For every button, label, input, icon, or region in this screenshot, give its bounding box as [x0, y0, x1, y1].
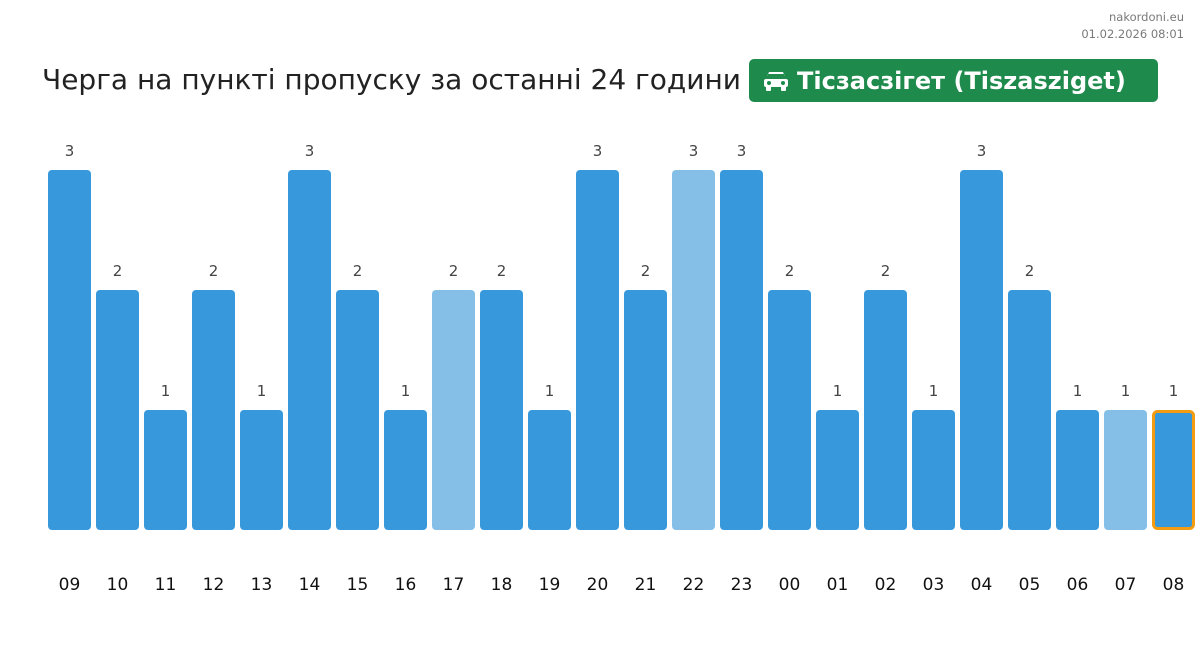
x-tick-07: 07 [1115, 575, 1137, 595]
x-tick-19: 19 [539, 575, 561, 595]
x-tick-15: 15 [347, 575, 369, 595]
value-label-23: 3 [737, 142, 747, 160]
value-label-18: 2 [497, 262, 507, 280]
x-tick-18: 18 [491, 575, 513, 595]
value-label-03: 1 [929, 382, 939, 400]
bar-09 [48, 170, 91, 530]
bar-13 [240, 410, 283, 530]
x-tick-00: 00 [779, 575, 801, 595]
value-label-01: 1 [833, 382, 843, 400]
bar-06 [1056, 410, 1099, 530]
value-label-14: 3 [305, 142, 315, 160]
value-label-16: 1 [401, 382, 411, 400]
page-title: Черга на пункті пропуску за останні 24 г… [42, 63, 741, 96]
x-tick-16: 16 [395, 575, 417, 595]
bar-08 [1152, 410, 1195, 530]
x-tick-09: 09 [59, 575, 81, 595]
x-tick-06: 06 [1067, 575, 1089, 595]
bar-11 [144, 410, 187, 530]
bar-00 [768, 290, 811, 530]
x-tick-08: 08 [1163, 575, 1185, 595]
x-tick-23: 23 [731, 575, 753, 595]
value-label-19: 1 [545, 382, 555, 400]
bar-17 [432, 290, 475, 530]
x-tick-01: 01 [827, 575, 849, 595]
x-tick-14: 14 [299, 575, 321, 595]
bar-04 [960, 170, 1003, 530]
source-info: nakordoni.eu 01.02.2026 08:01 [1081, 9, 1184, 43]
x-tick-02: 02 [875, 575, 897, 595]
bar-21 [624, 290, 667, 530]
value-label-20: 3 [593, 142, 603, 160]
value-label-21: 2 [641, 262, 651, 280]
source-site: nakordoni.eu [1109, 10, 1184, 24]
bar-14 [288, 170, 331, 530]
x-tick-21: 21 [635, 575, 657, 595]
x-tick-11: 11 [155, 575, 177, 595]
bar-16 [384, 410, 427, 530]
x-tick-13: 13 [251, 575, 273, 595]
value-label-17: 2 [449, 262, 459, 280]
x-tick-10: 10 [107, 575, 129, 595]
value-label-00: 2 [785, 262, 795, 280]
value-label-02: 2 [881, 262, 891, 280]
value-label-13: 1 [257, 382, 267, 400]
checkpoint-badge: Тісзасзігет (Tiszasziget) [749, 59, 1158, 102]
bar-01 [816, 410, 859, 530]
bar-23 [720, 170, 763, 530]
value-label-08: 1 [1169, 382, 1179, 400]
bar-10 [96, 290, 139, 530]
value-label-09: 3 [65, 142, 75, 160]
bar-07 [1104, 410, 1147, 530]
x-tick-04: 04 [971, 575, 993, 595]
value-label-07: 1 [1121, 382, 1131, 400]
x-tick-17: 17 [443, 575, 465, 595]
bar-02 [864, 290, 907, 530]
bar-12 [192, 290, 235, 530]
bar-15 [336, 290, 379, 530]
x-tick-20: 20 [587, 575, 609, 595]
bar-20 [576, 170, 619, 530]
bar-03 [912, 410, 955, 530]
x-tick-03: 03 [923, 575, 945, 595]
value-label-22: 3 [689, 142, 699, 160]
value-label-15: 2 [353, 262, 363, 280]
value-label-11: 1 [161, 382, 171, 400]
car-icon [764, 71, 788, 91]
source-timestamp: 01.02.2026 08:01 [1081, 27, 1184, 41]
x-tick-22: 22 [683, 575, 705, 595]
bar-22 [672, 170, 715, 530]
x-tick-05: 05 [1019, 575, 1041, 595]
value-label-05: 2 [1025, 262, 1035, 280]
bar-18 [480, 290, 523, 530]
x-tick-12: 12 [203, 575, 225, 595]
value-label-04: 3 [977, 142, 987, 160]
value-label-06: 1 [1073, 382, 1083, 400]
bar-05 [1008, 290, 1051, 530]
bar-19 [528, 410, 571, 530]
checkpoint-name: Тісзасзігет (Tiszasziget) [797, 66, 1126, 95]
value-label-10: 2 [113, 262, 123, 280]
value-label-12: 2 [209, 262, 219, 280]
